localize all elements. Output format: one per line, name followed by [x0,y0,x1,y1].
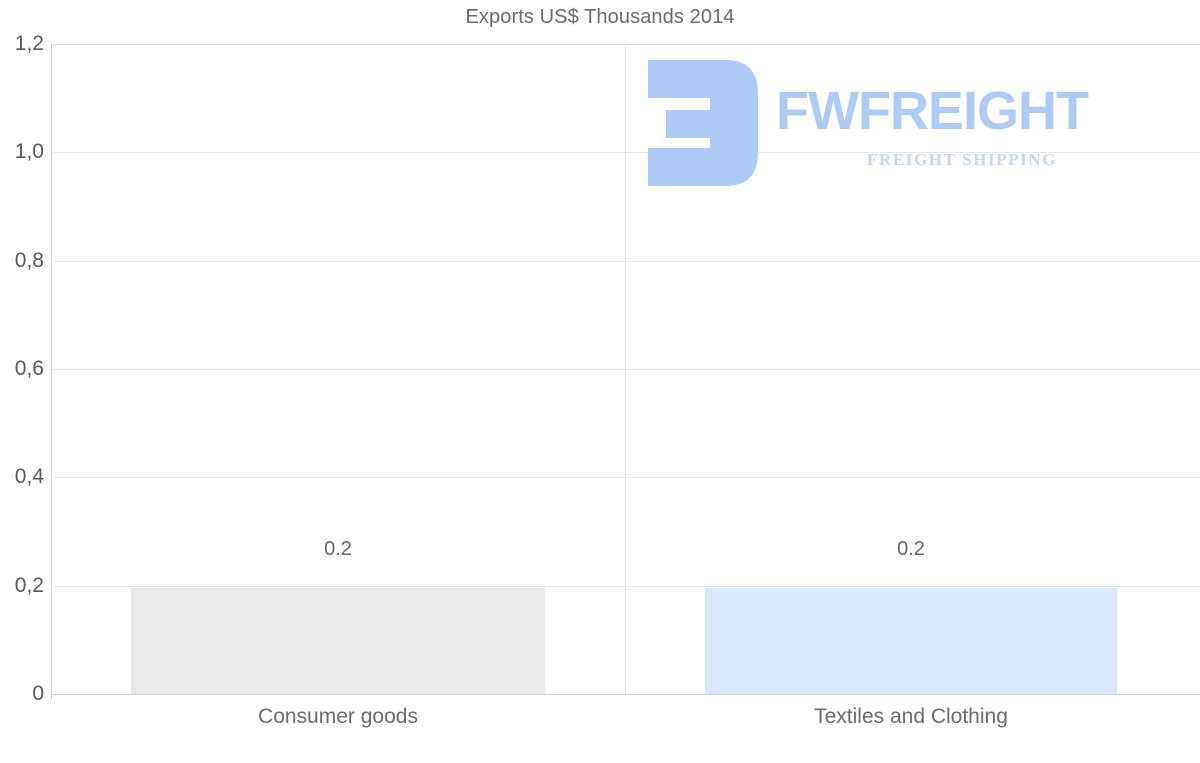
plot-area: 0.2 0.2 [51,44,1200,695]
bar-textiles-and-clothing[interactable] [705,588,1117,694]
category-divider-gridline [625,44,626,694]
y-tick-label-0: 0 [32,682,44,705]
gridline-baseline [51,694,1200,695]
chart-title: Exports US$ Thousands 2014 [465,6,735,28]
x-category-label-textiles-and-clothing: Textiles and Clothing [814,705,1008,728]
y-tick-label-0-2: 0,2 [14,574,44,597]
y-axis-line [51,44,52,699]
y-tick-label-0-4: 0,4 [14,465,44,488]
y-tick-label-0-8: 0,8 [14,249,44,272]
bar-value-label-consumer-goods: 0.2 [324,538,352,560]
bar-value-label-textiles-and-clothing: 0.2 [897,538,925,560]
bar-consumer-goods[interactable] [131,588,545,694]
x-category-label-consumer-goods: Consumer goods [258,705,418,728]
y-tick-label-0-6: 0,6 [14,357,44,380]
y-tick-label-1-0: 1,0 [14,140,44,163]
y-tick-label-1-2: 1,2 [14,32,44,55]
